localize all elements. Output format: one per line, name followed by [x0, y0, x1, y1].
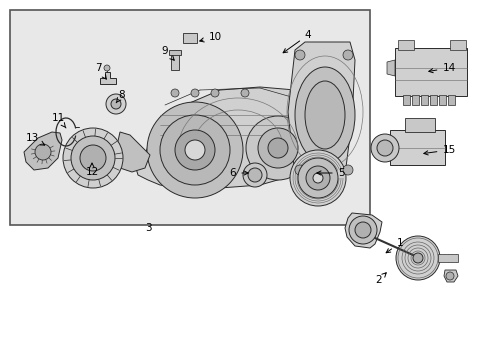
- Bar: [421, 95, 428, 105]
- Bar: [439, 95, 446, 105]
- Polygon shape: [135, 87, 315, 190]
- Circle shape: [104, 65, 110, 71]
- Circle shape: [80, 145, 106, 171]
- Bar: [183, 33, 197, 43]
- Bar: [395, 48, 467, 96]
- Circle shape: [446, 272, 454, 280]
- Polygon shape: [24, 132, 62, 170]
- Bar: [390, 130, 445, 165]
- Polygon shape: [345, 213, 382, 248]
- Circle shape: [171, 89, 179, 97]
- Circle shape: [313, 173, 323, 183]
- Circle shape: [35, 144, 51, 160]
- Circle shape: [377, 140, 393, 156]
- Circle shape: [106, 94, 126, 114]
- Circle shape: [175, 130, 215, 170]
- Circle shape: [248, 168, 262, 182]
- Circle shape: [111, 99, 121, 109]
- Polygon shape: [288, 42, 355, 180]
- Circle shape: [160, 115, 230, 185]
- Polygon shape: [100, 72, 116, 84]
- Bar: [169, 50, 181, 55]
- Bar: [10, 10, 370, 225]
- Circle shape: [258, 128, 298, 168]
- Bar: [412, 95, 419, 105]
- Circle shape: [191, 89, 199, 97]
- Circle shape: [349, 216, 377, 244]
- Text: 11: 11: [51, 113, 66, 128]
- Ellipse shape: [305, 81, 345, 149]
- Circle shape: [246, 116, 310, 180]
- Circle shape: [396, 236, 440, 280]
- Text: 7: 7: [95, 63, 106, 79]
- Circle shape: [413, 253, 423, 263]
- Text: 10: 10: [200, 32, 221, 42]
- Text: 12: 12: [85, 163, 98, 177]
- Polygon shape: [387, 60, 395, 76]
- Circle shape: [295, 165, 305, 175]
- Polygon shape: [444, 270, 458, 282]
- Polygon shape: [116, 132, 150, 172]
- Circle shape: [211, 89, 219, 97]
- Circle shape: [295, 50, 305, 60]
- Bar: [405, 118, 435, 132]
- Text: 14: 14: [429, 63, 456, 73]
- Circle shape: [71, 136, 115, 180]
- Text: 13: 13: [25, 133, 45, 145]
- Text: 6: 6: [230, 168, 248, 178]
- Circle shape: [147, 102, 243, 198]
- Circle shape: [343, 165, 353, 175]
- Circle shape: [268, 138, 288, 158]
- Bar: [438, 254, 458, 262]
- Bar: [171, 52, 179, 70]
- Bar: [450, 40, 466, 50]
- Circle shape: [343, 50, 353, 60]
- Circle shape: [241, 89, 249, 97]
- Text: 4: 4: [283, 30, 311, 53]
- Circle shape: [371, 134, 399, 162]
- Bar: [448, 95, 455, 105]
- Ellipse shape: [295, 67, 355, 163]
- Circle shape: [355, 222, 371, 238]
- Text: 2: 2: [376, 273, 386, 285]
- Text: 1: 1: [386, 238, 403, 253]
- Text: 15: 15: [424, 145, 456, 155]
- Circle shape: [243, 163, 267, 187]
- Bar: [430, 95, 437, 105]
- Bar: [403, 95, 410, 105]
- Circle shape: [306, 166, 330, 190]
- Circle shape: [298, 158, 338, 198]
- Bar: [398, 40, 414, 50]
- Text: 3: 3: [145, 223, 151, 233]
- Text: 5: 5: [317, 168, 344, 178]
- Circle shape: [290, 150, 346, 206]
- Text: 9: 9: [162, 46, 174, 60]
- Circle shape: [185, 140, 205, 160]
- Text: 8: 8: [116, 90, 125, 103]
- Circle shape: [63, 128, 123, 188]
